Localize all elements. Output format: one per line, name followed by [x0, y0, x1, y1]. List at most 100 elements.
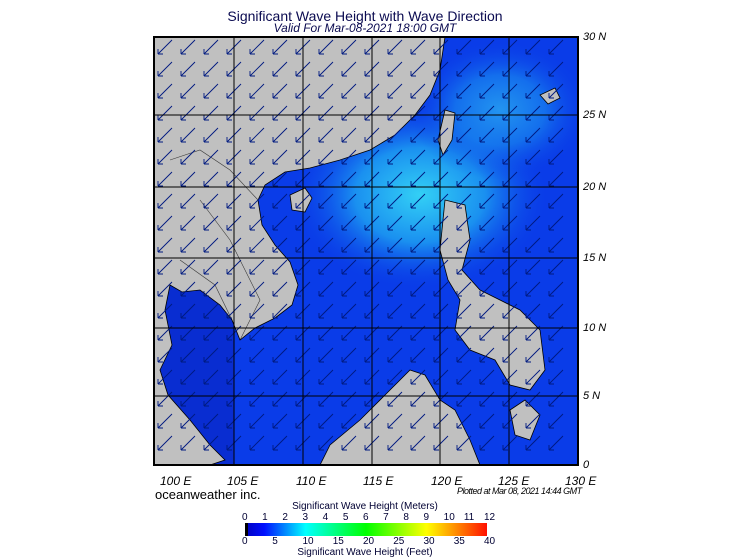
- wave-direction-arrow: [433, 435, 449, 451]
- wave-direction-arrow: [410, 127, 426, 143]
- wave-direction-arrow: [410, 83, 426, 99]
- wave-direction-arrow: [502, 193, 518, 209]
- wave-direction-arrow: [203, 39, 219, 55]
- wave-direction-arrow: [479, 83, 495, 99]
- wave-direction-arrow: [272, 83, 288, 99]
- wave-direction-arrow: [203, 303, 219, 319]
- wave-direction-arrow: [341, 413, 357, 429]
- wave-direction-arrow: [318, 391, 334, 407]
- wave-direction-arrow: [525, 369, 541, 385]
- wave-direction-arrow: [410, 391, 426, 407]
- wave-direction-arrow: [502, 281, 518, 297]
- wave-direction-arrow: [433, 281, 449, 297]
- wave-direction-arrow: [548, 413, 564, 429]
- wave-direction-arrow: [180, 39, 196, 55]
- wave-direction-arrow: [341, 149, 357, 165]
- wave-direction-arrow: [479, 193, 495, 209]
- lon-label: 120 E: [431, 474, 463, 488]
- wave-direction-arrow: [157, 193, 173, 209]
- wave-direction-arrow: [272, 435, 288, 451]
- wave-direction-arrow: [387, 171, 403, 187]
- wave-direction-arrow: [410, 413, 426, 429]
- wave-direction-arrow: [180, 413, 196, 429]
- wave-direction-arrow: [387, 39, 403, 55]
- wave-direction-arrow: [502, 413, 518, 429]
- wave-direction-arrow: [456, 237, 472, 253]
- valid-time: Valid For Mar-08-2021 18:00 GMT: [273, 21, 457, 35]
- wave-direction-arrow: [318, 61, 334, 77]
- wave-direction-arrow: [479, 347, 495, 363]
- wave-direction-arrow: [525, 171, 541, 187]
- brand-text: oceanweather inc.: [155, 487, 261, 502]
- wave-direction-arrow: [433, 259, 449, 275]
- wave-direction-arrow: [341, 281, 357, 297]
- wave-direction-arrow: [548, 435, 564, 451]
- wave-direction-arrow: [157, 369, 173, 385]
- chart-title: Significant Wave Height with Wave Direct…: [227, 8, 503, 24]
- lat-label: 30 N: [583, 31, 607, 43]
- wave-direction-arrow: [410, 347, 426, 363]
- wave-direction-arrow: [502, 127, 518, 143]
- wave-direction-arrow: [502, 347, 518, 363]
- lon-label: 110 E: [296, 474, 327, 488]
- wave-direction-arrow: [548, 215, 564, 231]
- wave-direction-arrow: [157, 61, 173, 77]
- wave-direction-arrow: [456, 149, 472, 165]
- wave-direction-arrow: [548, 281, 564, 297]
- wave-direction-arrow: [272, 281, 288, 297]
- wave-direction-arrow: [502, 149, 518, 165]
- wave-direction-arrow: [410, 237, 426, 253]
- wave-direction-arrow: [433, 193, 449, 209]
- wave-direction-arrow: [387, 413, 403, 429]
- wave-direction-arrow: [272, 369, 288, 385]
- wave-direction-arrow: [387, 281, 403, 297]
- wave-direction-arrow: [502, 215, 518, 231]
- wave-direction-arrow: [341, 391, 357, 407]
- wave-direction-arrow: [203, 149, 219, 165]
- wave-direction-arrow: [387, 215, 403, 231]
- wave-direction-arrow: [502, 303, 518, 319]
- wave-direction-arrow: [502, 61, 518, 77]
- wave-direction-arrow: [341, 347, 357, 363]
- wave-direction-arrow: [479, 435, 495, 451]
- wave-direction-arrow: [272, 127, 288, 143]
- wave-direction-arrow: [180, 171, 196, 187]
- wave-direction-arrow: [341, 83, 357, 99]
- wave-direction-arrow: [410, 281, 426, 297]
- wave-direction-arrow: [433, 391, 449, 407]
- wave-direction-arrow: [548, 303, 564, 319]
- wave-direction-arrow: [456, 127, 472, 143]
- meters-tick: 9: [423, 512, 430, 523]
- wave-direction-arrow: [318, 83, 334, 99]
- wave-direction-arrow: [180, 61, 196, 77]
- wave-direction-arrow: [249, 413, 265, 429]
- wave-direction-arrow: [249, 61, 265, 77]
- wave-direction-arrow: [203, 413, 219, 429]
- wave-direction-arrow: [272, 39, 288, 55]
- wave-direction-arrow: [387, 237, 403, 253]
- wave-direction-arrow: [548, 369, 564, 385]
- wave-direction-arrow: [433, 61, 449, 77]
- wave-direction-arrow: [502, 39, 518, 55]
- wave-direction-arrow: [341, 237, 357, 253]
- wave-direction-arrow: [433, 303, 449, 319]
- wave-direction-arrow: [433, 413, 449, 429]
- wave-direction-arrow: [157, 83, 173, 99]
- wave-direction-arrow: [249, 215, 265, 231]
- wave-direction-arrow: [502, 369, 518, 385]
- wave-direction-arrow: [410, 369, 426, 385]
- wave-direction-arrow: [525, 259, 541, 275]
- wave-direction-arrow: [433, 127, 449, 143]
- lat-label: 20 N: [583, 181, 607, 193]
- wave-direction-arrow: [157, 105, 173, 121]
- wave-direction-arrow: [548, 259, 564, 275]
- feet-tick: 40: [484, 536, 496, 547]
- map-frame: [153, 36, 579, 466]
- wave-direction-arrow: [157, 391, 173, 407]
- wave-direction-arrow: [387, 105, 403, 121]
- wave-direction-arrow: [203, 193, 219, 209]
- wave-direction-arrow: [341, 127, 357, 143]
- wave-direction-arrow: [203, 237, 219, 253]
- feet-tick: 10: [302, 536, 314, 547]
